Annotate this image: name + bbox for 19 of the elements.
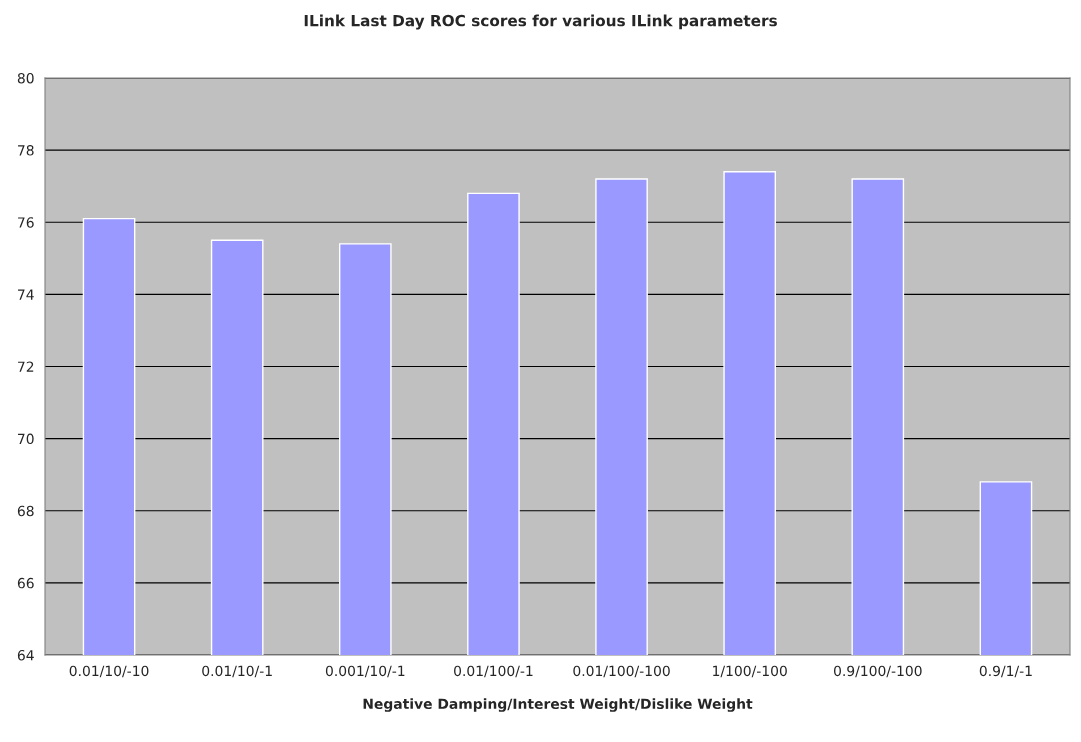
chart-title: ILink Last Day ROC scores for various ILink parameters bbox=[304, 14, 777, 30]
x-tick-label: 0.01/10/-1 bbox=[202, 665, 272, 678]
y-tick-label: 70 bbox=[18, 433, 34, 445]
y-tick-label: 68 bbox=[17, 505, 34, 517]
x-tick-label: 0.9/1/-1 bbox=[979, 665, 1032, 678]
x-axis-title: Negative Damping/Interest Weight/Dislike Weight bbox=[363, 698, 753, 712]
y-tick-label: 64 bbox=[17, 649, 34, 661]
y-tick-label: 78 bbox=[18, 145, 34, 156]
x-tick-label: 0.01/10/-10 bbox=[69, 665, 149, 678]
y-tick-label: 66 bbox=[17, 577, 34, 589]
x-tick-label: 0.001/10/-1 bbox=[325, 665, 405, 678]
y-tick-label: 80 bbox=[17, 72, 34, 84]
y-tick-label: 72 bbox=[18, 361, 34, 372]
y-tick-label: 74 bbox=[18, 289, 34, 300]
x-tick-label: 1/100/-100 bbox=[713, 665, 787, 678]
x-tick-label: 0.9/100/-100 bbox=[833, 665, 922, 678]
x-tick-label: 0.01/100/-100 bbox=[573, 665, 670, 678]
x-tick-label: 0.01/100/-1 bbox=[454, 665, 533, 678]
y-tick-label: 76 bbox=[18, 217, 34, 228]
